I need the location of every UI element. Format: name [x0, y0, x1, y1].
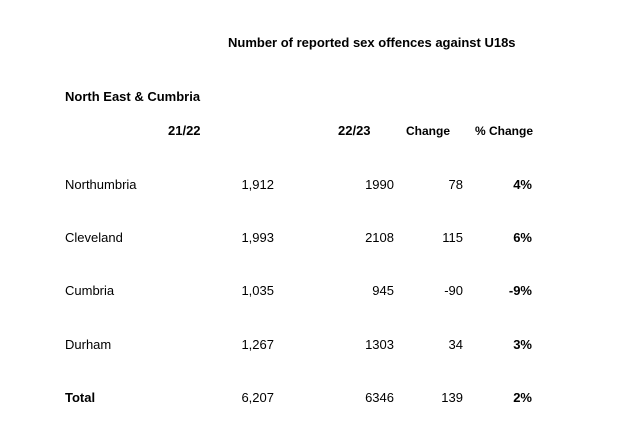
column-header-pct-change: % Change [475, 124, 534, 138]
row-label: Total [65, 390, 96, 405]
region-heading: North East & Cumbria [65, 89, 201, 104]
value-2021-22: 1,267 [241, 337, 274, 352]
value-2022-23: 945 [372, 283, 394, 298]
value-pct-change: -9% [508, 283, 532, 298]
value-change: 139 [441, 390, 463, 405]
column-header-2021-22: 21/22 [168, 123, 201, 138]
row-label: Cumbria [65, 283, 115, 298]
value-2021-22: 6,207 [241, 390, 274, 405]
row-label: Northumbria [65, 177, 137, 192]
value-pct-change: 6% [513, 230, 532, 245]
table-title: Number of reported sex offences against … [228, 35, 516, 50]
value-change: 115 [442, 230, 463, 245]
column-header-change: Change [406, 124, 451, 138]
value-change: 78 [448, 177, 463, 192]
value-2022-23: 1303 [365, 337, 394, 352]
row-label: Durham [65, 337, 112, 352]
row-label: Cleveland [65, 230, 123, 245]
column-header-2022-23: 22/23 [338, 123, 371, 138]
value-2022-23: 1990 [365, 177, 394, 192]
value-pct-change: 2% [513, 390, 532, 405]
value-change: 34 [448, 337, 463, 352]
table-row: Durham 1,267 1303 34 3% [0, 337, 640, 357]
table-row-total: Total 6,207 6346 139 2% [0, 390, 640, 410]
value-pct-change: 3% [513, 337, 532, 352]
value-2022-23: 6346 [365, 390, 394, 405]
table-row: Cumbria 1,035 945 -90 -9% [0, 283, 640, 303]
value-2022-23: 2108 [365, 230, 394, 245]
table-row: Northumbria 1,912 1990 78 4% [0, 177, 640, 197]
value-2021-22: 1,912 [241, 177, 274, 192]
value-2021-22: 1,993 [241, 230, 274, 245]
value-change: -90 [444, 283, 463, 298]
value-pct-change: 4% [513, 177, 532, 192]
value-2021-22: 1,035 [241, 283, 274, 298]
table-row: Cleveland 1,993 2108 115 6% [0, 230, 640, 250]
